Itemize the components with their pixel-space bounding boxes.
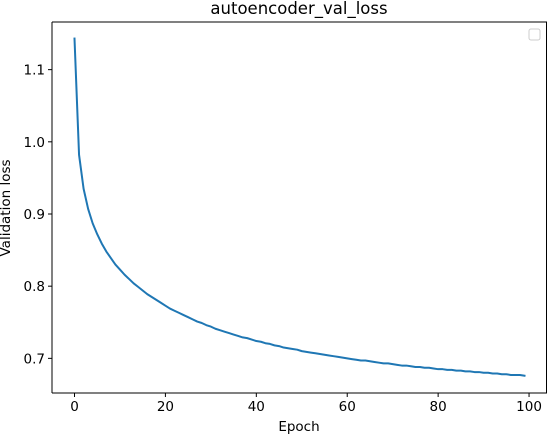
y-tick-label: 0.8 [24, 279, 45, 295]
y-axis-label: Validation loss [0, 159, 14, 256]
legend-frame [528, 28, 541, 41]
x-tick-label: 60 [339, 399, 356, 415]
x-tick-label: 100 [516, 399, 542, 415]
x-tick-label: 80 [430, 399, 447, 415]
y-tick-label: 0.7 [24, 351, 45, 367]
x-tick-label: 40 [248, 399, 265, 415]
legend-box [528, 28, 541, 41]
x-tick-label: 20 [157, 399, 174, 415]
y-axis: 0.7 0.8 0.9 1.0 1.1 [24, 63, 52, 367]
y-tick-label: 1.1 [24, 63, 45, 79]
x-axis: 0 20 40 60 80 100 [70, 393, 542, 415]
series-line-0 [73, 37, 526, 377]
x-tick-label: 0 [70, 399, 79, 415]
y-tick-label: 1.0 [24, 135, 45, 151]
y-tick-label: 0.9 [24, 207, 45, 223]
chart-title: autoencoder_val_loss [210, 0, 387, 19]
plot-area [51, 21, 547, 394]
series-layer [73, 37, 526, 377]
plot-frame [52, 22, 547, 393]
x-axis-label: Epoch [278, 419, 319, 435]
